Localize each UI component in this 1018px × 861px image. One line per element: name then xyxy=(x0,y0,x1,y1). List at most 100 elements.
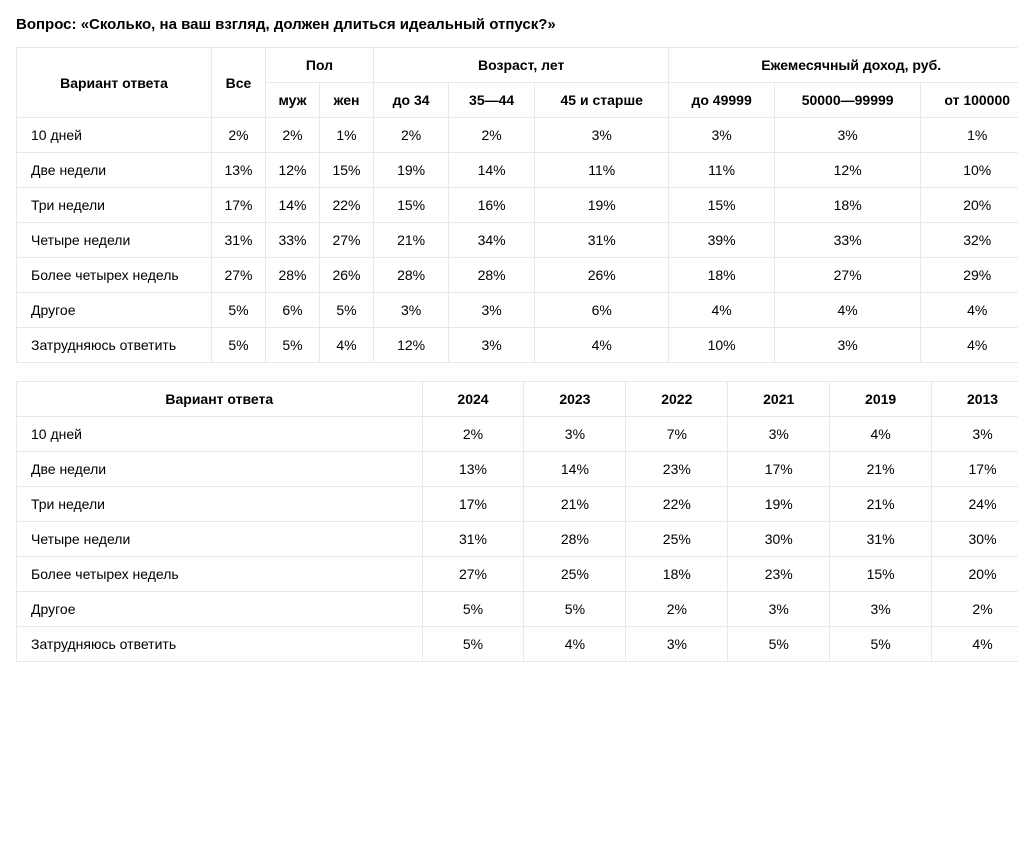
cell-value: 17% xyxy=(212,188,266,223)
cell-value: 15% xyxy=(669,188,775,223)
cell-value: 31% xyxy=(830,522,932,557)
cell-value: 18% xyxy=(669,258,775,293)
cell-value: 31% xyxy=(212,223,266,258)
cell-value: 26% xyxy=(535,258,669,293)
cell-value: 19% xyxy=(728,487,830,522)
cell-value: 21% xyxy=(830,452,932,487)
cell-value: 11% xyxy=(669,153,775,188)
table-row: Затрудняюсь ответить5%4%3%5%5%4% xyxy=(17,627,1018,662)
cell-value: 21% xyxy=(524,487,626,522)
cell-value: 2% xyxy=(449,118,535,153)
cell-value: 31% xyxy=(535,223,669,258)
cell-value: 33% xyxy=(774,223,921,258)
survey-question: Вопрос: «Сколько, на ваш взгляд, должен … xyxy=(16,16,1018,33)
cell-value: 23% xyxy=(728,557,830,592)
cell-value: 15% xyxy=(320,153,374,188)
row-label: Четыре недели xyxy=(17,522,423,557)
cell-value: 3% xyxy=(669,118,775,153)
cell-value: 10% xyxy=(921,153,1018,188)
row-label: Затрудняюсь ответить xyxy=(17,627,423,662)
table-row: Более четырех недель27%28%26%28%28%26%18… xyxy=(17,258,1018,293)
cell-value: 3% xyxy=(932,417,1018,452)
row-label: Две недели xyxy=(17,153,212,188)
cell-value: 5% xyxy=(212,328,266,363)
cell-value: 14% xyxy=(266,188,320,223)
cell-value: 17% xyxy=(422,487,524,522)
row-label: 10 дней xyxy=(17,417,423,452)
cell-value: 4% xyxy=(524,627,626,662)
header-gender: Пол xyxy=(266,48,374,83)
cell-value: 22% xyxy=(320,188,374,223)
cell-value: 13% xyxy=(422,452,524,487)
cell-value: 4% xyxy=(932,627,1018,662)
cell-value: 1% xyxy=(320,118,374,153)
cell-value: 11% xyxy=(535,153,669,188)
cell-value: 20% xyxy=(921,188,1018,223)
cell-value: 27% xyxy=(422,557,524,592)
row-label: Три недели xyxy=(17,487,423,522)
table-row: 10 дней2%3%7%3%4%3% xyxy=(17,417,1018,452)
cell-value: 5% xyxy=(266,328,320,363)
header-inc3: от 100000 xyxy=(921,83,1018,118)
cell-value: 25% xyxy=(626,522,728,557)
header-answer: Вариант ответа xyxy=(17,48,212,118)
cell-value: 32% xyxy=(921,223,1018,258)
cell-value: 3% xyxy=(449,328,535,363)
cell-value: 5% xyxy=(524,592,626,627)
table-row: Две недели13%12%15%19%14%11%11%12%10% xyxy=(17,153,1018,188)
cell-value: 2% xyxy=(212,118,266,153)
cell-value: 24% xyxy=(932,487,1018,522)
cell-value: 3% xyxy=(449,293,535,328)
header-2024: 2024 xyxy=(422,382,524,417)
cell-value: 27% xyxy=(212,258,266,293)
cell-value: 21% xyxy=(830,487,932,522)
cell-value: 28% xyxy=(524,522,626,557)
cell-value: 3% xyxy=(774,328,921,363)
cell-value: 26% xyxy=(320,258,374,293)
cell-value: 16% xyxy=(449,188,535,223)
header-2022: 2022 xyxy=(626,382,728,417)
header-female: жен xyxy=(320,83,374,118)
cell-value: 5% xyxy=(212,293,266,328)
cell-value: 2% xyxy=(422,417,524,452)
cell-value: 2% xyxy=(626,592,728,627)
cell-value: 2% xyxy=(932,592,1018,627)
table-row: Другое5%6%5%3%3%6%4%4%4% xyxy=(17,293,1018,328)
cell-value: 14% xyxy=(449,153,535,188)
cell-value: 17% xyxy=(932,452,1018,487)
cell-value: 4% xyxy=(669,293,775,328)
cell-value: 5% xyxy=(422,627,524,662)
table-row: Затрудняюсь ответить5%5%4%12%3%4%10%3%4% xyxy=(17,328,1018,363)
header-2023: 2023 xyxy=(524,382,626,417)
cell-value: 18% xyxy=(774,188,921,223)
row-label: Три недели xyxy=(17,188,212,223)
row-label: Более четырех недель xyxy=(17,557,423,592)
cell-value: 21% xyxy=(374,223,449,258)
cell-value: 29% xyxy=(921,258,1018,293)
cell-value: 2% xyxy=(266,118,320,153)
cell-value: 19% xyxy=(535,188,669,223)
cell-value: 23% xyxy=(626,452,728,487)
header-age3: 45 и старше xyxy=(535,83,669,118)
header-2021: 2021 xyxy=(728,382,830,417)
header-age: Возраст, лет xyxy=(374,48,669,83)
cell-value: 4% xyxy=(320,328,374,363)
cell-value: 19% xyxy=(374,153,449,188)
cell-value: 3% xyxy=(626,627,728,662)
row-label: Другое xyxy=(17,293,212,328)
cell-value: 5% xyxy=(320,293,374,328)
table-row: Три недели17%21%22%19%21%24% xyxy=(17,487,1018,522)
cell-value: 28% xyxy=(266,258,320,293)
cell-value: 4% xyxy=(535,328,669,363)
header-male: муж xyxy=(266,83,320,118)
cell-value: 17% xyxy=(728,452,830,487)
header-age1: до 34 xyxy=(374,83,449,118)
table-row: Другое5%5%2%3%3%2% xyxy=(17,592,1018,627)
cell-value: 28% xyxy=(374,258,449,293)
cell-value: 27% xyxy=(320,223,374,258)
cell-value: 27% xyxy=(774,258,921,293)
cell-value: 15% xyxy=(830,557,932,592)
cell-value: 15% xyxy=(374,188,449,223)
cell-value: 34% xyxy=(449,223,535,258)
header-all: Все xyxy=(212,48,266,118)
